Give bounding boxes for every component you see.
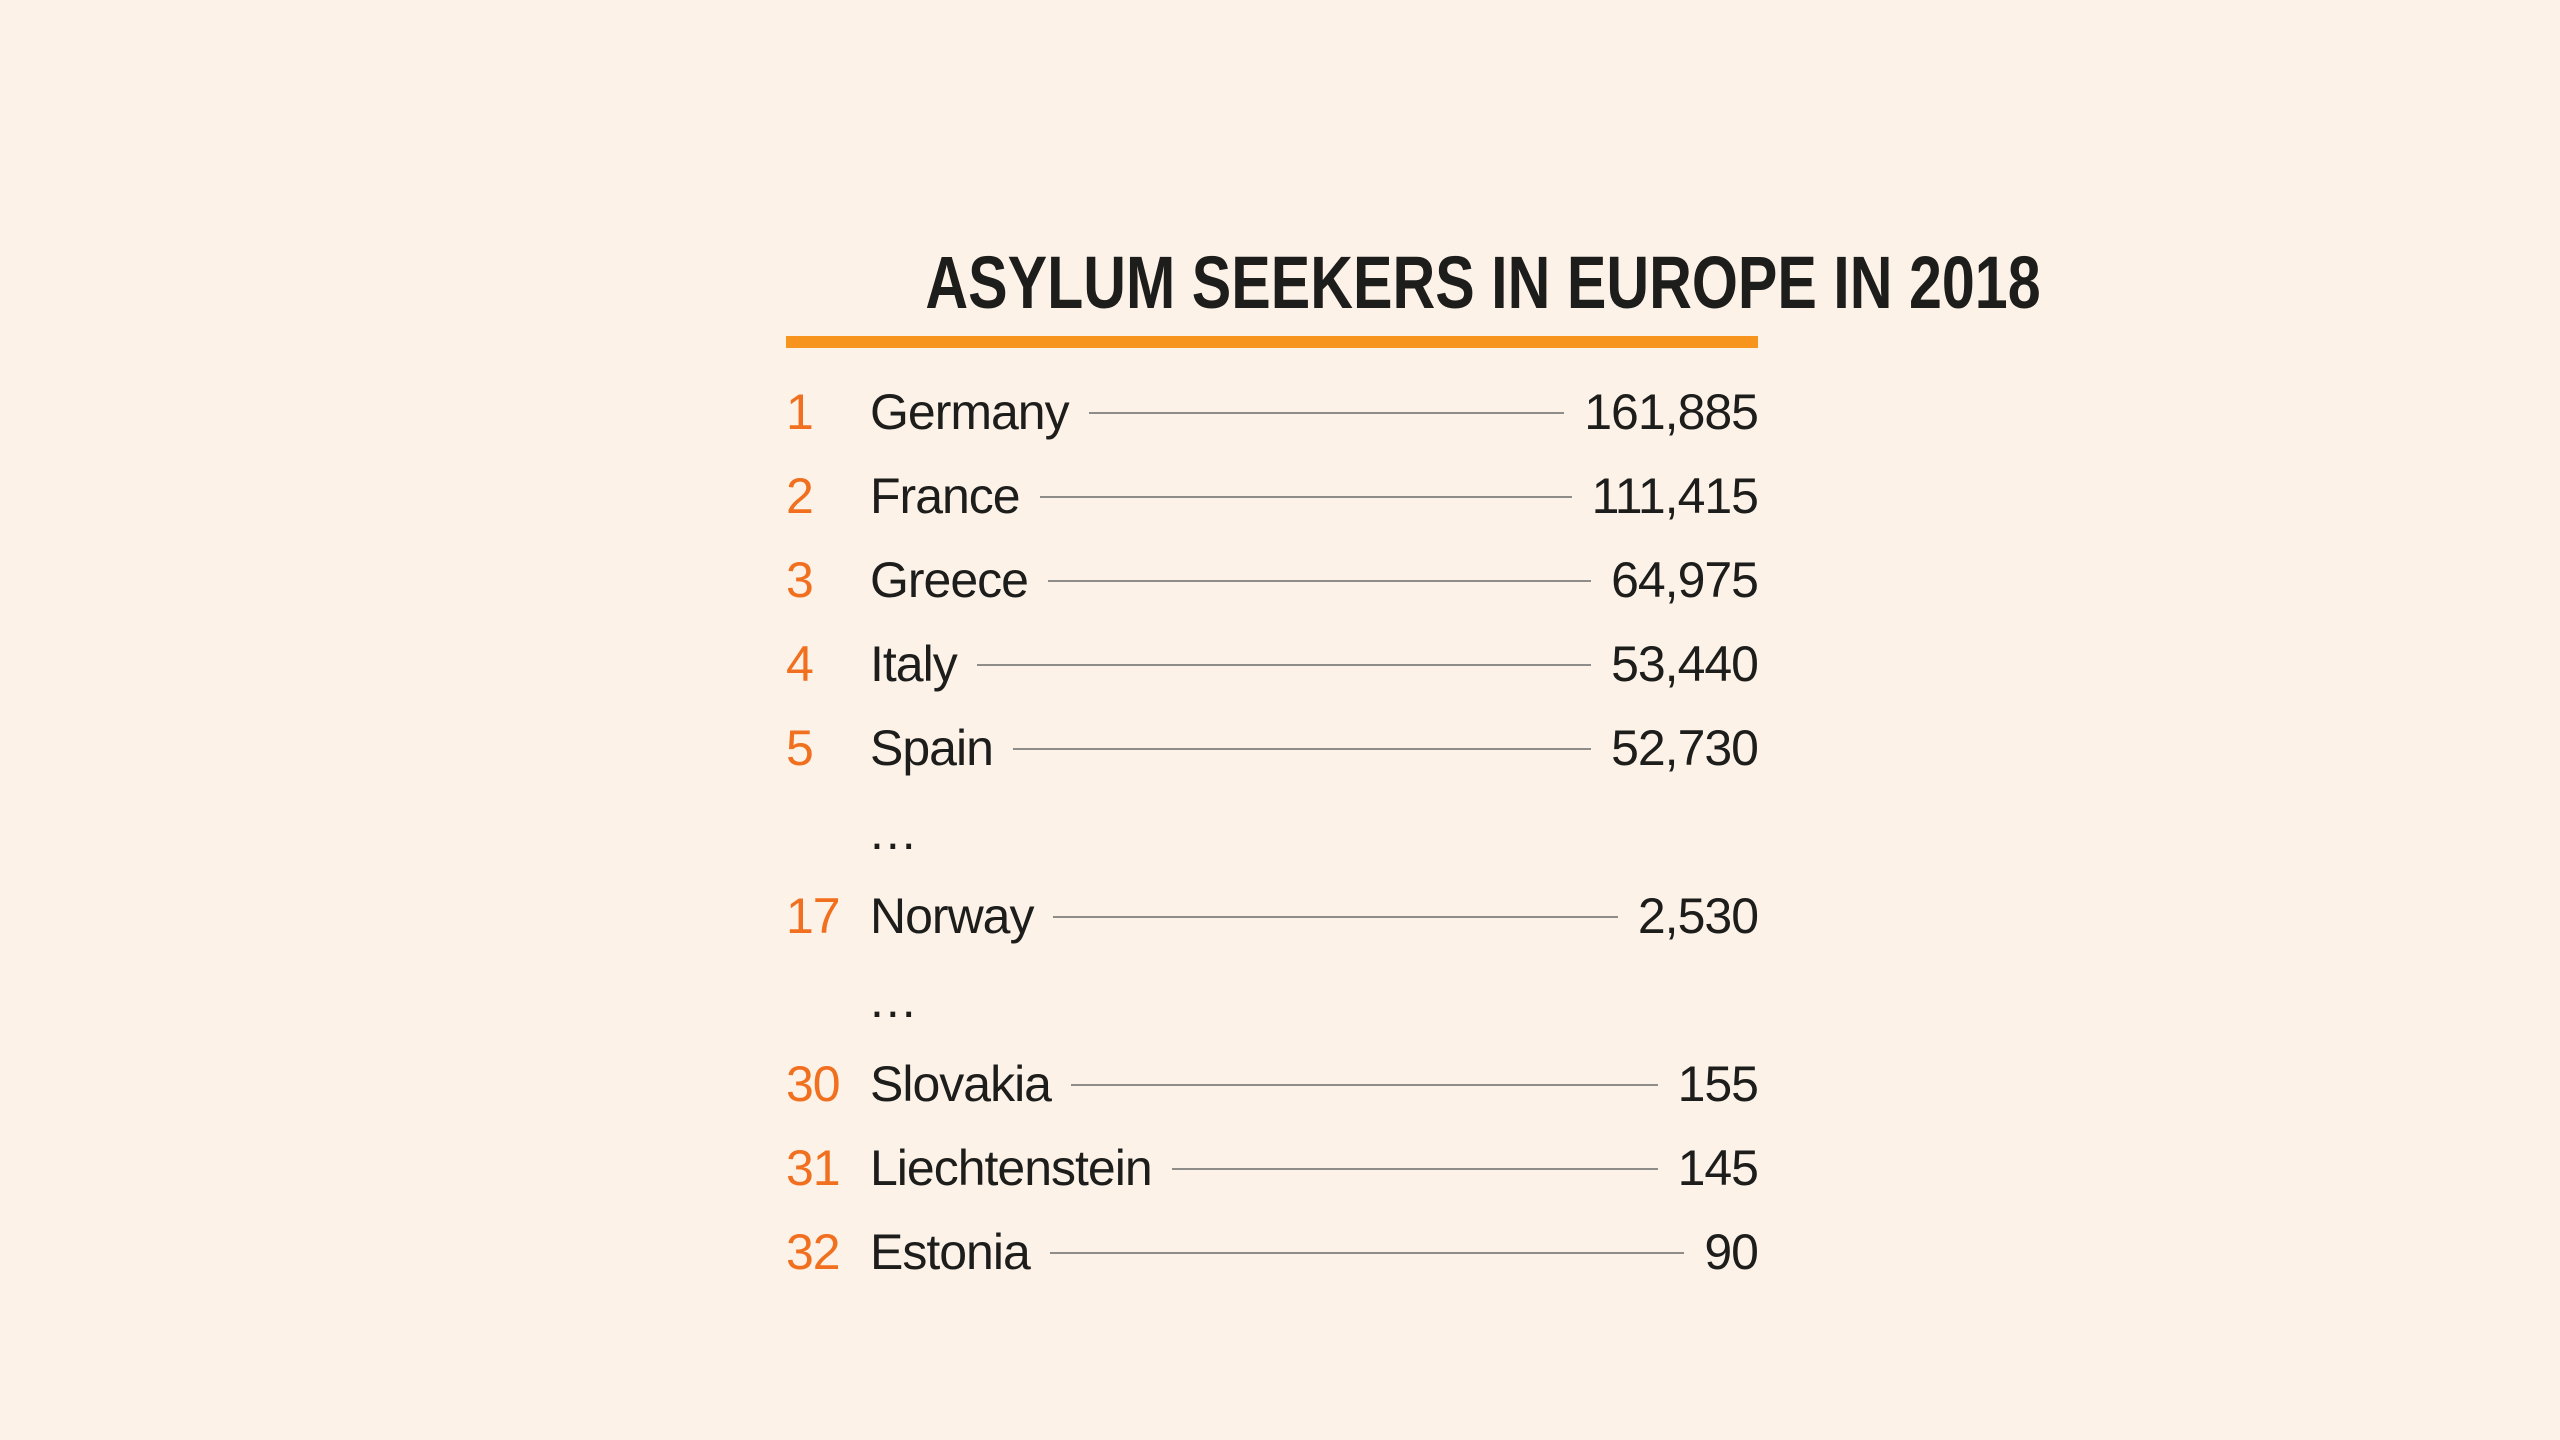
country-label: France — [870, 468, 1021, 524]
value-label: 64,975 — [1611, 552, 1759, 608]
country-label: ... — [870, 972, 918, 1028]
country-label: Estonia — [870, 1224, 1031, 1280]
value-label: 155 — [1677, 1056, 1759, 1112]
ellipsis-row: ... — [786, 958, 1758, 1042]
leader-line — [1012, 748, 1592, 750]
leader-line — [1039, 496, 1572, 498]
value-label: 111,415 — [1591, 468, 1759, 524]
rank-number: 4 — [786, 636, 814, 692]
table-row: 30 Slovakia 155 — [786, 1042, 1759, 1126]
rank-number: 30 — [786, 1056, 841, 1112]
page-title: ASYLUM SEEKERS IN EUROPE IN 2018 — [925, 241, 2041, 324]
rank-number: 17 — [786, 888, 841, 944]
title-underline — [786, 336, 1758, 348]
value-label: 2,530 — [1637, 888, 1759, 944]
country-label: Spain — [870, 720, 994, 776]
value-label: 145 — [1677, 1140, 1759, 1196]
rank-number: 1 — [786, 384, 814, 440]
value-label: 53,440 — [1611, 636, 1759, 692]
table-row: 31 Liechtenstein 145 — [786, 1126, 1759, 1210]
leader-line — [1171, 1168, 1658, 1170]
rank-number: 2 — [786, 468, 814, 524]
country-label: Norway — [870, 888, 1034, 944]
table-row: 1 Germany 161,885 — [786, 370, 1759, 454]
ellipsis-row: ... — [786, 790, 1758, 874]
leader-line — [1047, 580, 1592, 582]
leader-line — [1088, 412, 1565, 414]
table-row: 4 Italy 53,440 — [786, 622, 1759, 706]
table-row: 32 Estonia 90 — [786, 1210, 1759, 1294]
leader-line — [1049, 1252, 1685, 1254]
page-title-wrap: ASYLUM SEEKERS IN EUROPE IN 2018 — [786, 246, 2040, 322]
leader-line — [1053, 916, 1618, 918]
rank-number: 32 — [786, 1224, 841, 1280]
leader-line — [1071, 1084, 1658, 1086]
country-label: Liechtenstein — [870, 1140, 1153, 1196]
table-row: 5 Spain 52,730 — [786, 706, 1759, 790]
table-row: 3 Greece 64,975 — [786, 538, 1759, 622]
country-label: Germany — [870, 384, 1070, 440]
asylum-ranking-panel: ASYLUM SEEKERS IN EUROPE IN 2018 1 Germa… — [786, 246, 2041, 1294]
leader-line — [976, 664, 1592, 666]
table-row: 2 France 111,415 — [786, 454, 1759, 538]
country-label: Italy — [870, 636, 958, 692]
rank-number: 5 — [786, 720, 814, 776]
country-label: Greece — [870, 552, 1029, 608]
value-label: 52,730 — [1611, 720, 1759, 776]
country-label: ... — [870, 804, 918, 860]
value-label: 161,885 — [1584, 384, 1759, 440]
ranking-list: 1 Germany 161,885 2 France 111,415 3 Gre… — [786, 370, 1759, 1294]
rank-number: 3 — [786, 552, 814, 608]
rank-number: 31 — [786, 1140, 841, 1196]
value-label: 90 — [1704, 1224, 1759, 1280]
country-label: Slovakia — [870, 1056, 1052, 1112]
table-row: 17 Norway 2,530 — [786, 874, 1759, 958]
